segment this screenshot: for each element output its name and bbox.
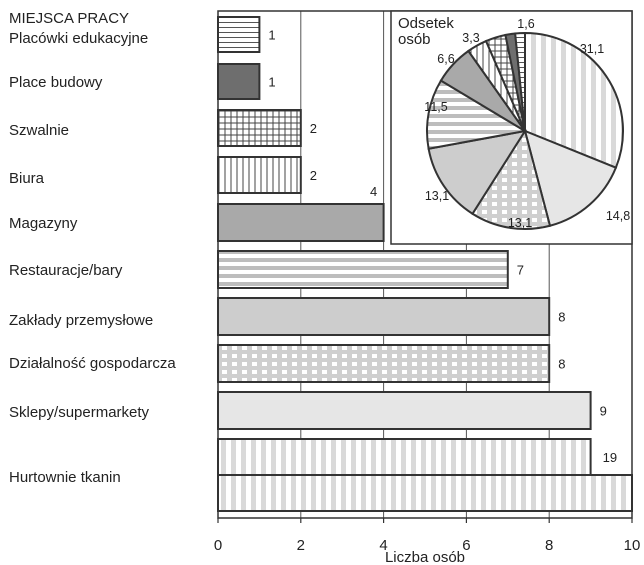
bar-value-label: 8	[558, 357, 565, 372]
pie-value-label: 31,1	[580, 42, 604, 56]
bar-value-label: 1	[268, 75, 275, 90]
bar	[217, 156, 302, 194]
category-label: Place budowy	[9, 74, 103, 91]
bar	[217, 391, 592, 430]
x-tick-label: 4	[379, 537, 387, 554]
pie-slice	[523, 129, 618, 227]
pie-value-label: 6,6	[437, 52, 454, 66]
bar	[217, 297, 551, 336]
pie-slice	[514, 31, 526, 132]
category-label: Działalność gospodarcza	[9, 355, 176, 372]
x-tick-label: 2	[297, 537, 305, 554]
bar	[217, 109, 302, 147]
category-label: Magazyny	[9, 215, 78, 232]
bar-hurtownie-tkanin	[217, 474, 633, 512]
x-tick-label: 0	[214, 537, 222, 554]
bar-hurtownie-tkanin-overflow	[217, 438, 592, 476]
bar	[217, 203, 385, 242]
category-label: Szwalnie	[9, 122, 69, 139]
x-tick-label: 8	[545, 537, 553, 554]
pie-value-label: 11,5	[424, 100, 447, 114]
bar-value-label: 7	[517, 263, 524, 278]
bar	[217, 16, 261, 53]
bar	[217, 63, 261, 100]
pie-value-label: 3,3	[462, 31, 479, 45]
bar-value-label: 2	[310, 168, 317, 183]
category-label: Biura	[9, 170, 45, 187]
category-label: Sklepy/supermarkety	[9, 404, 150, 421]
bar	[217, 344, 551, 383]
pie-value-label: 1,6	[517, 17, 534, 31]
bar-value-label: 8	[558, 310, 565, 325]
bar	[217, 250, 509, 289]
bar-value-label: 9	[600, 404, 607, 419]
x-tick-label: 10	[624, 537, 641, 554]
pie-slice	[524, 31, 624, 169]
category-label: Restauracje/bary	[9, 262, 123, 279]
x-axis-label: Liczba osób	[385, 549, 465, 565]
pie-value-label: 13,1	[425, 189, 449, 203]
category-label: Placówki edukacyjne	[9, 30, 148, 47]
pie-value-label: 14,8	[606, 209, 630, 223]
x-tick-label: 6	[462, 537, 470, 554]
category-label: Zakłady przemysłowe	[9, 312, 153, 329]
pie-slice	[427, 129, 528, 216]
pie-slice	[426, 79, 528, 150]
pie-title: Odsetek osób	[398, 15, 454, 48]
chart-title: MIEJSCA PRACY	[9, 10, 129, 27]
category-label: Hurtownie tkanin	[9, 469, 121, 486]
bar-value-label: 19	[603, 450, 617, 465]
bar-value-label: 1	[268, 28, 275, 43]
bar-value-label: 2	[310, 121, 317, 136]
bar-value-label: 4	[370, 184, 377, 199]
pie-value-label: 13,1	[508, 216, 532, 230]
pie-slice	[471, 128, 552, 230]
